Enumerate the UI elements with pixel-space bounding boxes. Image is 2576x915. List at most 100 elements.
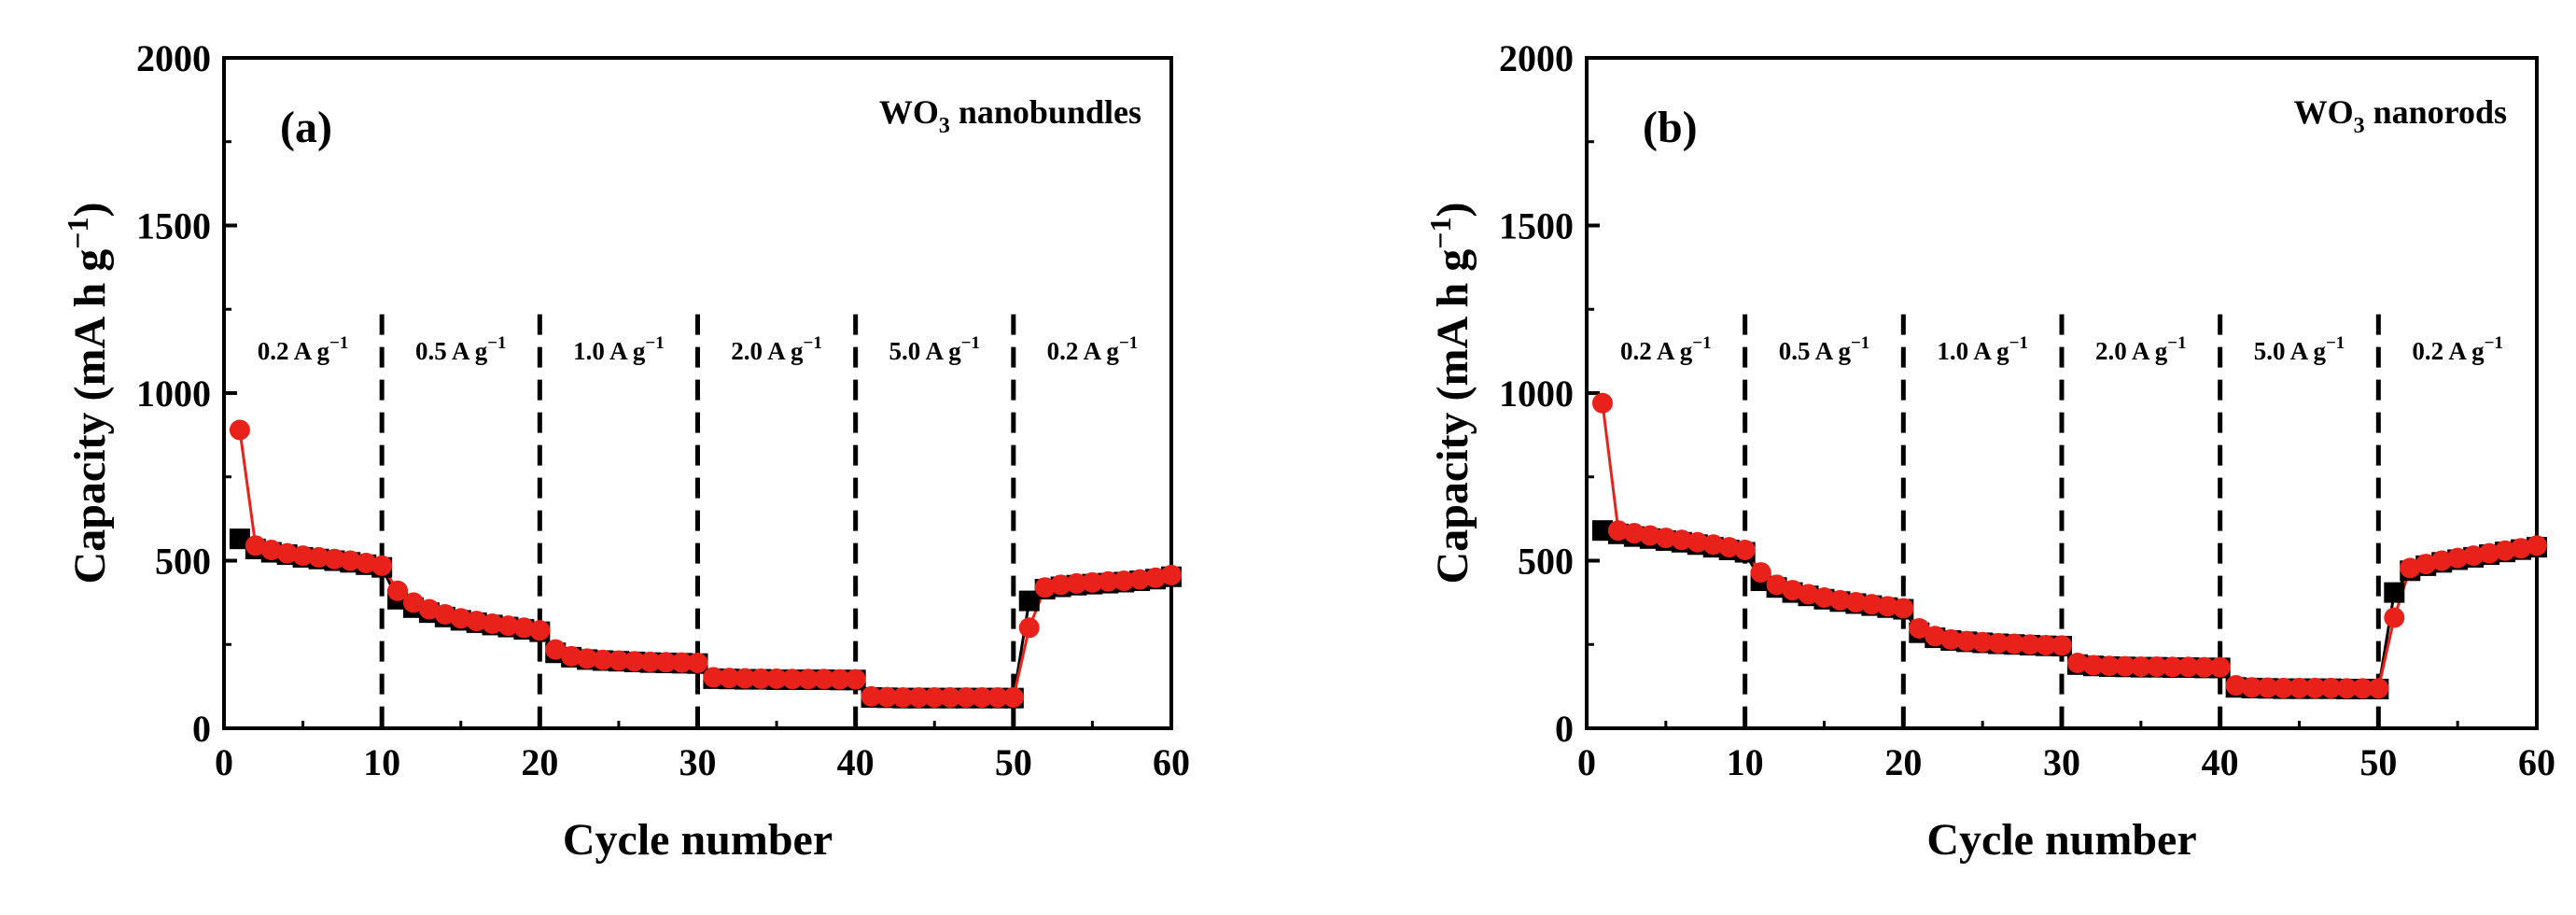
discharge-point	[577, 648, 598, 669]
discharge-point	[245, 535, 266, 556]
rate-label: 5.0 A g−1	[889, 333, 980, 365]
discharge-point	[2463, 545, 2485, 567]
discharge-point	[766, 668, 788, 689]
discharge-point	[2273, 677, 2294, 698]
rate-label: 0.2 A g−1	[1620, 333, 1712, 365]
x-axis-title: Cycle number	[563, 815, 833, 865]
x-tick-label: 20	[1884, 741, 1922, 783]
rate-label-superscript: −1	[961, 333, 980, 353]
rate-label: 2.0 A g−1	[2095, 333, 2187, 365]
discharge-point	[703, 667, 724, 688]
discharge-point	[719, 668, 740, 689]
sample-label-name: nanorods	[2365, 93, 2507, 131]
discharge-point	[2336, 678, 2358, 699]
discharge-point	[2415, 554, 2437, 575]
discharge-point	[1623, 523, 1645, 544]
discharge-point	[845, 669, 866, 690]
discharge-point	[2400, 557, 2421, 579]
x-tick-label: 30	[679, 741, 717, 783]
charge-point	[1591, 520, 1613, 542]
discharge-point	[2004, 633, 2025, 655]
discharge-point	[324, 548, 345, 570]
rate-label-text: 2.0 A g	[731, 337, 804, 365]
x-tick-label: 60	[1153, 741, 1190, 783]
discharge-point	[513, 617, 535, 639]
rate-label-superscript: −1	[329, 333, 348, 353]
x-tick-label: 20	[521, 741, 558, 783]
discharge-point	[608, 650, 629, 671]
discharge-point	[782, 669, 803, 690]
y-axis-title: Capacity (mA h g−1)	[1423, 203, 1477, 584]
rate-label-text: 5.0 A g	[889, 337, 961, 365]
discharge-point	[340, 550, 361, 571]
y-tick-label: 500	[155, 541, 211, 583]
charge-point	[2384, 582, 2405, 603]
discharge-point	[924, 686, 945, 708]
x-tick-label: 0	[1577, 741, 1596, 783]
discharge-point	[1925, 626, 1946, 647]
discharge-point	[1687, 531, 1708, 553]
discharge-point	[1813, 586, 1835, 608]
rate-label-superscript: −1	[2326, 333, 2345, 353]
x-tick-label: 40	[837, 741, 875, 783]
discharge-point	[2511, 538, 2532, 559]
rate-label-superscript: −1	[645, 333, 664, 353]
discharge-point	[450, 608, 471, 629]
discharge-point	[987, 686, 1008, 708]
rate-label-text: 1.0 A g	[1937, 337, 2009, 365]
discharge-point	[292, 545, 314, 567]
x-tick-label: 50	[995, 741, 1032, 783]
rate-label-text: 0.2 A g	[258, 337, 330, 365]
x-axis-title: Cycle number	[1926, 815, 2196, 865]
y-tick-label: 0	[1555, 708, 1574, 750]
x-tick-label: 40	[2202, 741, 2239, 783]
discharge-point	[2479, 542, 2500, 564]
rate-label-superscript: −1	[1692, 333, 1711, 353]
rate-label: 0.5 A g−1	[415, 333, 507, 365]
panel-label: (a)	[280, 103, 332, 152]
discharge-point	[403, 592, 424, 613]
discharge-point	[1829, 589, 1851, 611]
discharge-point	[1972, 631, 1994, 653]
discharge-point	[829, 669, 850, 690]
discharge-point	[1113, 570, 1135, 592]
discharge-point	[1988, 632, 2009, 654]
sample-label-subscript: 3	[2354, 114, 2365, 138]
discharge-point	[1782, 580, 1803, 601]
rate-label-text: 2.0 A g	[2095, 337, 2168, 365]
y-axis-title-superscript: −1	[1423, 218, 1457, 249]
rate-label-superscript: −1	[2009, 333, 2028, 353]
discharge-point	[1798, 584, 1819, 605]
discharge-point	[2162, 656, 2183, 678]
rate-label-text: 0.2 A g	[1620, 337, 1693, 365]
discharge-point	[2177, 656, 2199, 678]
discharge-point	[2527, 535, 2547, 556]
rate-label-superscript: −1	[1851, 333, 1869, 353]
sample-label-formula: WO	[2294, 93, 2354, 131]
x-tick-label: 0	[215, 741, 233, 783]
discharge-point	[2368, 678, 2389, 699]
discharge-point	[861, 685, 882, 707]
rate-label-superscript: −1	[2167, 333, 2186, 353]
discharge-point	[593, 649, 613, 670]
rate-label-text: 0.2 A g	[1047, 337, 1120, 365]
rate-label: 0.2 A g−1	[258, 333, 349, 365]
discharge-point	[1750, 562, 1771, 584]
y-axis-title-superscript: −1	[61, 218, 94, 249]
rate-label-text: 0.5 A g	[1779, 337, 1852, 365]
discharge-point	[1639, 525, 1660, 546]
discharge-point	[2257, 677, 2278, 698]
y-axis-title: Capacity (mA h g−1)	[61, 203, 115, 584]
rate-label-text: 0.2 A g	[2412, 337, 2485, 365]
discharge-point	[1956, 630, 1978, 652]
x-tick-label: 50	[2359, 741, 2397, 783]
discharge-point	[418, 598, 440, 620]
rate-label-text: 0.5 A g	[415, 337, 488, 365]
discharge-point	[2304, 677, 2326, 698]
discharge-point	[276, 542, 298, 564]
y-tick-label: 0	[192, 708, 211, 750]
discharge-point	[482, 612, 503, 634]
panel-label: (b)	[1643, 103, 1698, 152]
discharge-point	[1702, 534, 1724, 556]
